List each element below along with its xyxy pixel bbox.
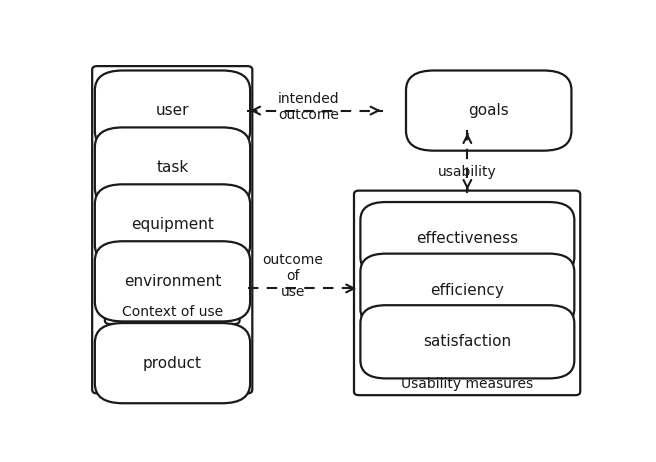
- FancyBboxPatch shape: [95, 128, 250, 207]
- Text: user: user: [155, 103, 189, 118]
- FancyBboxPatch shape: [95, 71, 250, 151]
- Text: intended
outcome: intended outcome: [277, 92, 339, 122]
- Text: efficiency: efficiency: [430, 283, 504, 298]
- FancyBboxPatch shape: [95, 241, 250, 322]
- FancyBboxPatch shape: [360, 202, 575, 275]
- Text: task: task: [156, 160, 189, 175]
- Text: usability: usability: [438, 165, 497, 179]
- Text: outcome
of
use: outcome of use: [262, 253, 323, 299]
- Text: Context of use: Context of use: [122, 305, 223, 319]
- Text: product: product: [143, 356, 202, 371]
- Text: effectiveness: effectiveness: [417, 231, 518, 246]
- Text: equipment: equipment: [131, 217, 214, 232]
- FancyBboxPatch shape: [354, 191, 580, 395]
- FancyBboxPatch shape: [95, 184, 250, 265]
- Text: goals: goals: [468, 103, 509, 118]
- Text: Usability measures: Usability measures: [401, 377, 533, 391]
- FancyBboxPatch shape: [360, 254, 575, 327]
- Text: environment: environment: [124, 274, 221, 289]
- Text: satisfaction: satisfaction: [423, 334, 512, 349]
- FancyBboxPatch shape: [360, 305, 575, 378]
- FancyBboxPatch shape: [406, 71, 571, 151]
- FancyBboxPatch shape: [105, 75, 239, 324]
- FancyBboxPatch shape: [92, 66, 253, 394]
- FancyBboxPatch shape: [95, 323, 250, 403]
